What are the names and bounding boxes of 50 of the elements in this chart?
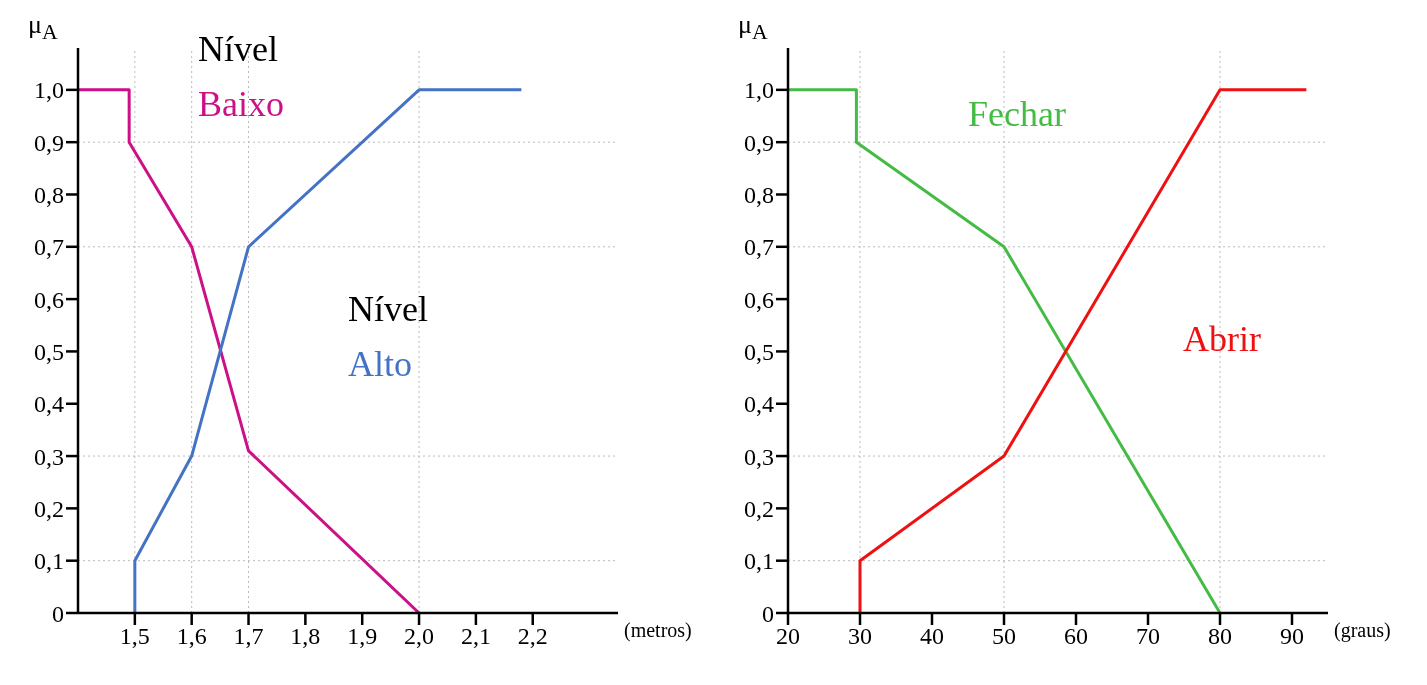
x-tick-label: 1,6 bbox=[176, 623, 207, 650]
y-axis-title: μ$_{A}$ bbox=[28, 10, 58, 46]
y-tick-label: 0,1 bbox=[34, 548, 64, 575]
y-tick-label: 0,8 bbox=[34, 182, 64, 208]
y-tick-label: 0,6 bbox=[34, 286, 64, 313]
y-tick-label: 0 bbox=[52, 600, 64, 627]
x-tick-label: 40 bbox=[920, 623, 944, 650]
y-tick-label: 0,8 bbox=[744, 182, 774, 208]
line-series bbox=[858, 88, 1308, 613]
y-tick-label: 0,7 bbox=[34, 234, 64, 261]
text: Abrir bbox=[1183, 318, 1261, 360]
series-label: Baixo bbox=[198, 83, 284, 125]
x-axis-title: (metros) bbox=[624, 619, 692, 642]
x-tick-label: 1,8 bbox=[290, 623, 321, 650]
x-tick-label: 1,5 bbox=[119, 623, 150, 650]
x-tick-label: 1,7 bbox=[233, 623, 264, 650]
y-tick-label: 0,2 bbox=[744, 495, 774, 522]
line-series bbox=[133, 88, 523, 613]
x-tick-label: 2,1 bbox=[460, 623, 491, 650]
y-tick-label: 0,3 bbox=[744, 443, 774, 470]
x-tick-label: 80 bbox=[1208, 623, 1232, 650]
x-tick-label: 30 bbox=[848, 623, 872, 650]
annotation: Nível bbox=[198, 28, 278, 70]
annotation: Nível bbox=[348, 288, 428, 330]
x-axis-title: (graus) bbox=[1334, 619, 1391, 642]
text: Alto bbox=[348, 343, 413, 385]
y-tick-label: 0,5 bbox=[744, 338, 774, 365]
x-tick-label: 2,0 bbox=[404, 623, 435, 650]
y-tick-label: 0,1 bbox=[744, 548, 774, 575]
y-tick-label: 0,2 bbox=[34, 495, 64, 522]
y-tick-label: 0 bbox=[762, 600, 774, 627]
y-tick-label: 0,5 bbox=[34, 338, 64, 365]
x-tick-label: 1,9 bbox=[347, 623, 378, 650]
y-tick-label: 0,9 bbox=[744, 129, 774, 156]
y-tick-label: 0,9 bbox=[34, 129, 64, 156]
series-label: Fechar bbox=[968, 93, 1066, 135]
y-tick-label: 1,0 bbox=[744, 77, 774, 104]
y-tick-label: 0,7 bbox=[744, 234, 774, 261]
y-tick-label: 0,4 bbox=[34, 391, 64, 418]
x-tick-label: 60 bbox=[1064, 623, 1088, 650]
x-tick-label: 2,2 bbox=[517, 623, 548, 650]
x-tick-label: 50 bbox=[992, 623, 1016, 650]
x-tick-label: 70 bbox=[1136, 623, 1160, 650]
y-tick-label: 0,3 bbox=[34, 443, 64, 470]
x-tick-label: 90 bbox=[1280, 623, 1304, 650]
y-tick-label: 1,0 bbox=[34, 77, 64, 104]
x-tick-label: 20 bbox=[776, 623, 800, 650]
y-tick-label: 0,4 bbox=[744, 391, 774, 418]
y-tick-label: 0,6 bbox=[744, 286, 774, 313]
y-axis-title: μ$_{A}$ bbox=[738, 10, 768, 46]
